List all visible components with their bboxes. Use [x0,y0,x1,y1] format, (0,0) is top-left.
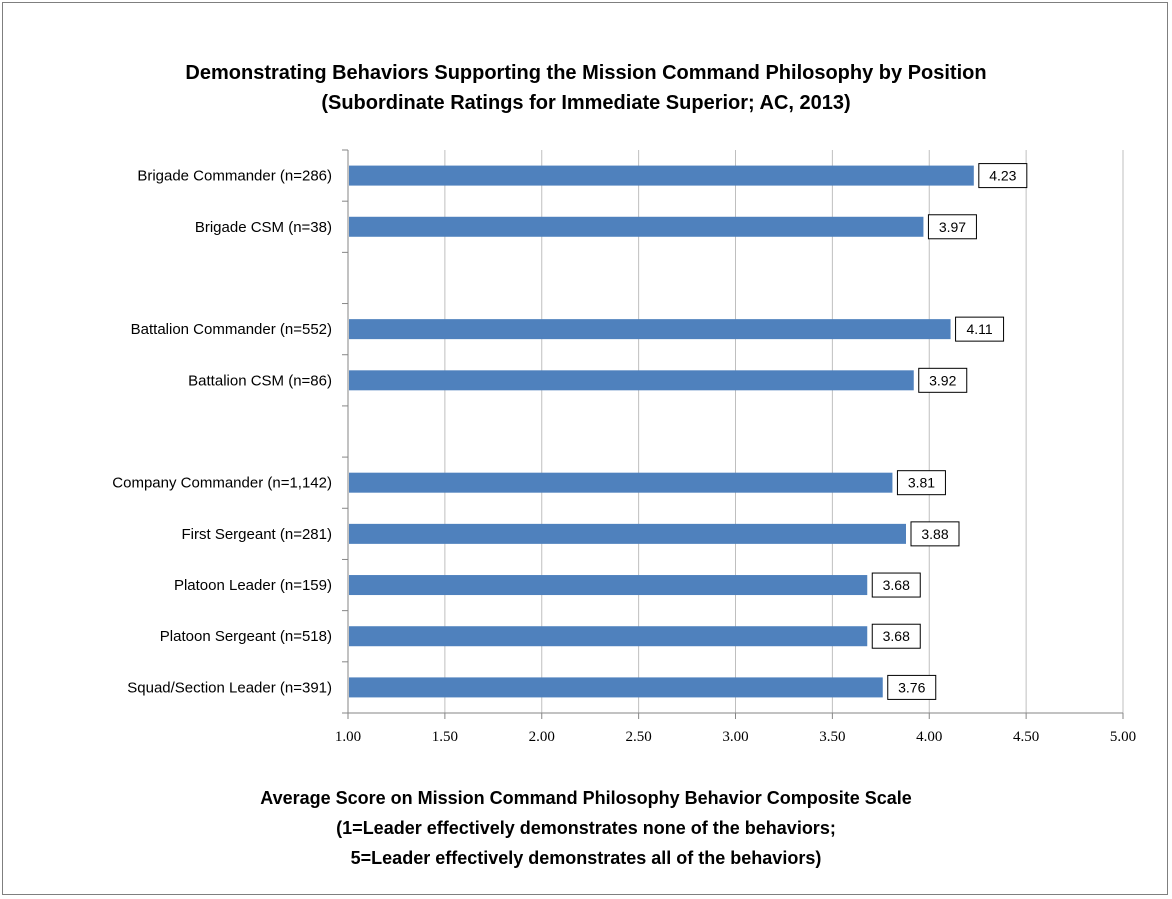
data-label-box [918,367,968,393]
category-label: Company Commander (n=1,142) [112,475,332,492]
data-label-box [871,623,921,649]
x-tick-label: 1.50 [432,729,458,745]
data-label-box [978,163,1028,189]
bar [349,165,974,186]
bar [349,523,906,544]
data-label: 3.68 [883,628,910,644]
chart-title-line-2: (Subordinate Ratings for Immediate Super… [321,92,851,114]
bar [349,370,914,391]
x-tick-label: 3.00 [722,729,748,745]
category-label: Platoon Sergeant (n=518) [160,628,332,645]
x-axis-label-line-3: 5=Leader effectively demonstrates all of… [350,848,822,868]
data-label-box [927,214,977,240]
x-axis-label-line-1: Average Score on Mission Command Philoso… [260,788,912,808]
x-tick-label: 2.50 [626,729,652,745]
category-label: Platoon Leader (n=159) [174,577,332,594]
data-label: 4.11 [966,321,992,337]
data-label: 3.88 [921,526,948,542]
category-label: Brigade Commander (n=286) [137,168,332,185]
x-tick-label: 4.50 [1013,729,1039,745]
chart-title-line-1: Demonstrating Behaviors Supporting the M… [185,62,987,84]
data-label-box [955,316,1005,342]
bar [349,677,883,698]
data-label: 4.23 [989,168,1016,184]
category-label: Brigade CSM (n=38) [195,219,332,236]
category-label: Battalion Commander (n=552) [131,321,332,338]
data-label-box [887,674,937,700]
data-label: 3.81 [908,475,935,491]
data-label-box [896,470,946,496]
data-label-box [910,521,960,547]
category-label: Battalion CSM (n=86) [188,372,332,389]
data-label: 3.68 [883,577,910,593]
x-axis-label-line-2: (1=Leader effectively demonstrates none … [336,818,836,838]
data-label: 3.92 [929,372,956,388]
bar [349,472,893,493]
data-label-box [871,572,921,598]
bar [349,626,868,647]
x-tick-label: 3.50 [819,729,845,745]
x-tick-label: 4.00 [916,729,942,745]
bar [349,216,924,237]
data-label: 3.76 [898,679,925,695]
bar [349,319,951,340]
bar [349,575,868,596]
category-label: Squad/Section Leader (n=391) [127,679,332,696]
x-tick-label: 5.00 [1110,729,1136,745]
data-label: 3.97 [939,219,966,235]
x-tick-label: 1.00 [335,729,361,745]
x-tick-label: 2.00 [529,729,555,745]
category-label: First Sergeant (n=281) [182,526,333,543]
